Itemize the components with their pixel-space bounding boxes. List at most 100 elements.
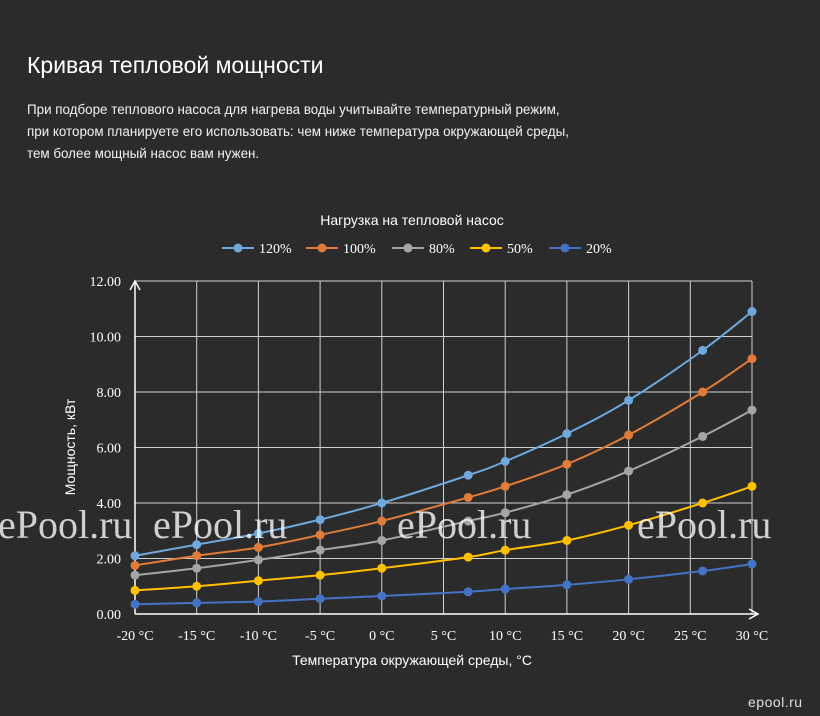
data-point <box>192 563 202 573</box>
data-point <box>500 456 510 466</box>
data-point <box>377 516 387 526</box>
y-tick-labels: 0.00 2.00 4.00 6.00 8.00 10.00 12.00 <box>90 275 122 623</box>
series-120-percent <box>130 307 757 561</box>
data-point <box>698 387 708 397</box>
series-100-percent <box>130 354 757 570</box>
watermark-text: ePool.ru <box>153 502 287 547</box>
intro-line: при котором планируете его использовать:… <box>27 124 569 139</box>
legend-marker <box>403 243 413 253</box>
x-tick-label: -5 °C <box>305 629 335 644</box>
data-point <box>253 529 263 539</box>
data-point <box>562 580 572 590</box>
x-tick-labels: -20 °C -15 °C -10 °C -5 °C 0 °C 5 °C 10 °C 15 °… <box>116 629 768 644</box>
data-point <box>130 551 140 561</box>
x-tick-label: 0 °C <box>369 629 394 644</box>
data-point <box>253 555 263 565</box>
chart-grid <box>135 280 753 614</box>
y-tick-label: 12.00 <box>90 275 122 290</box>
data-point <box>698 345 708 355</box>
data-point <box>377 498 387 508</box>
x-tick-label: 30 °C <box>736 629 768 644</box>
x-tick-label: 5 °C <box>431 629 456 644</box>
data-point <box>562 429 572 439</box>
page-title: Кривая тепловой мощности <box>27 52 324 78</box>
data-point <box>698 498 708 508</box>
legend-item: 100% <box>306 242 376 257</box>
legend-label: 80% <box>429 242 455 257</box>
x-axis-label: Температура окружающей среды, °C <box>292 652 532 668</box>
series-20-percent <box>130 559 757 609</box>
legend-item: 20% <box>549 242 612 257</box>
y-axis-arrow <box>129 279 141 291</box>
legend-label: 20% <box>586 242 612 257</box>
watermark-text: ePool.ru <box>637 502 771 547</box>
data-point <box>562 490 572 500</box>
data-point <box>315 515 325 525</box>
data-point <box>500 481 510 491</box>
x-tick-label: -10 °C <box>240 629 277 644</box>
x-tick-label: -15 °C <box>178 629 215 644</box>
watermarks: ePool.ru ePool.ru ePool.ru ePool.ru <box>0 502 771 547</box>
legend-marker <box>560 243 570 253</box>
y-tick-label: 4.00 <box>97 497 122 512</box>
data-point <box>624 430 634 440</box>
data-point <box>463 492 473 502</box>
y-tick-label: 2.00 <box>97 553 122 568</box>
data-point <box>130 585 140 595</box>
data-point <box>315 570 325 580</box>
legend-item: 50% <box>470 242 533 257</box>
series-80-percent <box>130 405 757 580</box>
data-point <box>463 470 473 480</box>
data-point <box>192 551 202 561</box>
data-point <box>192 540 202 550</box>
chart-legend: 120% 100% 80% 50% 20% <box>222 242 612 257</box>
data-point <box>130 599 140 609</box>
data-point <box>130 570 140 580</box>
watermark-text: ePool.ru <box>397 502 531 547</box>
chart-series <box>130 307 757 609</box>
watermark-text: ePool.ru <box>0 502 132 547</box>
series-50-percent <box>130 481 757 595</box>
data-point <box>192 598 202 608</box>
x-axis-arrow <box>748 608 760 620</box>
data-point <box>377 563 387 573</box>
data-point <box>624 466 634 476</box>
data-point <box>500 508 510 518</box>
data-point <box>698 431 708 441</box>
data-point <box>747 405 757 415</box>
x-tick-label: 10 °C <box>489 629 521 644</box>
data-point <box>698 566 708 576</box>
corner-watermark: epool.ru <box>748 694 803 710</box>
data-point <box>377 591 387 601</box>
data-point <box>747 559 757 569</box>
y-axis-label: Мощность, кВт <box>62 398 78 495</box>
legend-label: 50% <box>507 242 533 257</box>
data-point <box>747 307 757 317</box>
data-point <box>562 459 572 469</box>
data-point <box>747 354 757 364</box>
legend-label: 120% <box>259 242 292 257</box>
legend-item: 80% <box>392 242 455 257</box>
y-tick-label: 8.00 <box>97 386 122 401</box>
legend-label: 100% <box>343 242 376 257</box>
data-point <box>500 584 510 594</box>
data-point <box>315 594 325 604</box>
x-tick-label: -20 °C <box>116 629 153 644</box>
data-point <box>624 395 634 405</box>
data-point <box>192 581 202 591</box>
legend-item: 120% <box>222 242 292 257</box>
chart-title: Нагрузка на тепловой насос <box>320 212 504 228</box>
intro-line: При подборе теплового насоса для нагрева… <box>27 102 560 117</box>
x-tick-label: 15 °C <box>551 629 583 644</box>
data-point <box>500 545 510 555</box>
legend-marker <box>233 243 243 253</box>
data-point <box>253 597 263 607</box>
data-point <box>253 542 263 552</box>
x-tick-label: 20 °C <box>612 629 644 644</box>
data-point <box>624 520 634 530</box>
data-point <box>130 560 140 570</box>
data-point <box>747 481 757 491</box>
y-tick-label: 0.00 <box>97 608 122 623</box>
y-tick-label: 6.00 <box>97 442 122 457</box>
